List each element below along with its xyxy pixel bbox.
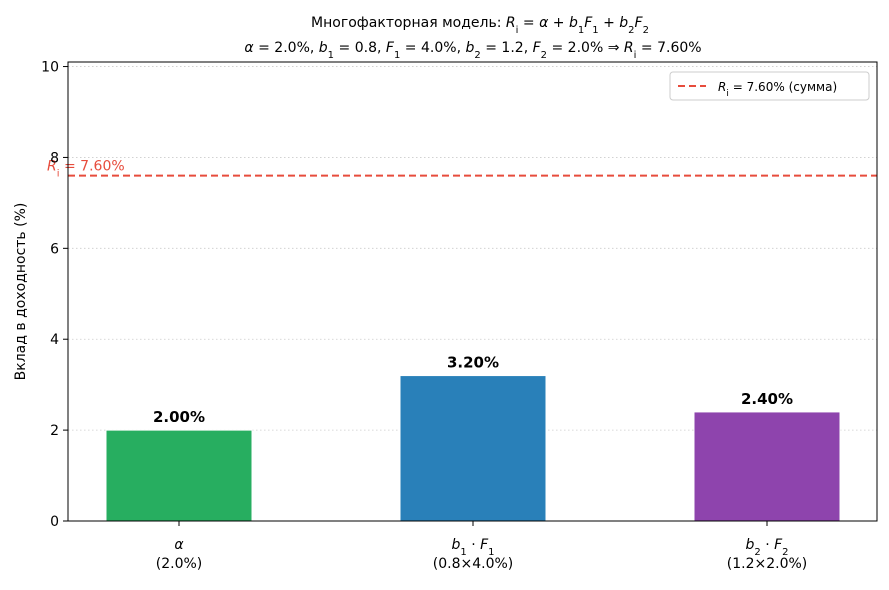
legend: Ri = 7.60% (сумма) <box>669 71 870 101</box>
bar <box>399 375 547 522</box>
y-tick-label: 0 <box>50 514 59 530</box>
legend-entry-label: Ri = 7.60% (сумма) <box>718 80 837 99</box>
reference-line-label: Ri = 7.60% <box>47 159 125 180</box>
x-tick-sublabel: (1.2×2.0%) <box>727 556 808 572</box>
bar-value-label: 3.20% <box>447 354 499 372</box>
x-tick-sublabel: (0.8×4.0%) <box>433 556 514 572</box>
bar-value-label: 2.00% <box>153 408 205 426</box>
y-axis-label: Вклад в доходность (%) <box>13 203 29 381</box>
chart-title: Многофакторная модель: Ri = α + b1F1 + b… <box>244 15 701 61</box>
y-tick-label: 6 <box>50 241 59 257</box>
y-tick-label: 10 <box>41 60 59 76</box>
bar-value-label: 2.40% <box>741 390 793 408</box>
x-tick-label: b2 · F2 <box>745 537 788 558</box>
x-tick-label: α <box>174 537 184 553</box>
x-tick-label: b1 · F1 <box>451 537 494 558</box>
bar <box>105 429 253 522</box>
legend-box <box>669 71 870 101</box>
chart-title-line1: Многофакторная модель: Ri = α + b1F1 + b… <box>311 15 649 36</box>
bars: 2.00% 3.20% 2.40% <box>105 354 841 522</box>
axes: 0 2 4 6 8 10 α (2.0%) b1 · F1(0.8×4.0%) b2 · F2(1… <box>41 60 878 572</box>
y-tick-label: 2 <box>50 423 59 439</box>
x-tick-sublabel: (2.0%) <box>156 556 203 572</box>
bar <box>693 411 841 522</box>
y-tick-label: 4 <box>50 332 59 348</box>
y-tick-label: 8 <box>50 150 59 166</box>
reference-line-group: Ri = 7.60% <box>47 159 877 180</box>
chart-title-line2: α = 2.0%, b1 = 0.8, F1 = 4.0%, b2 = 1.2,… <box>244 40 701 61</box>
